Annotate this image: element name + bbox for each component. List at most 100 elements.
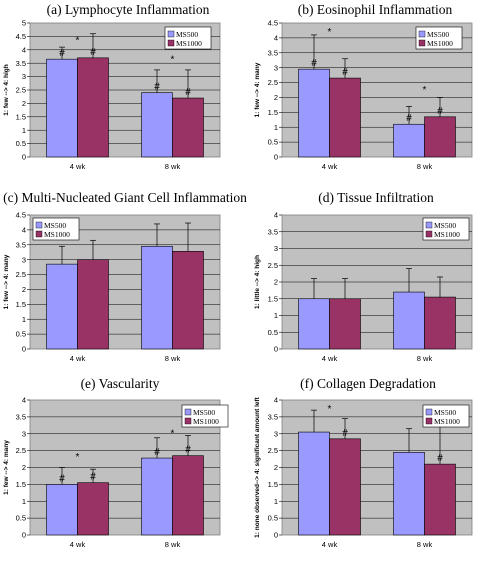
y-tick-label: 1.5 xyxy=(268,294,278,303)
y-tick-label: 3 xyxy=(274,63,278,72)
y-tick-label: 5 xyxy=(22,19,26,28)
bar-ms500-1 xyxy=(393,452,425,536)
y-tick-label: 3 xyxy=(22,255,26,264)
legend-swatch xyxy=(425,408,433,416)
y-tick-label: 4 xyxy=(22,225,26,234)
y-tick-label: 3.5 xyxy=(16,412,26,421)
y-tick-label: 4 xyxy=(22,396,26,405)
bar-ms500-1 xyxy=(393,291,425,350)
y-tick-label: 1 xyxy=(22,126,26,135)
y-tick-label: 1 xyxy=(22,315,26,324)
bar-ms1000-1 xyxy=(424,116,456,158)
y-axis-label: 1: few --> 4: high xyxy=(3,64,10,115)
significance-mark: # xyxy=(90,472,96,483)
y-axis-label: 1: little --> 4: high xyxy=(254,255,261,309)
bar-ms500-0 xyxy=(298,431,330,536)
x-category-label: 8 wk xyxy=(165,162,181,171)
y-tick-label: 4.5 xyxy=(16,211,26,220)
significance-mark: # xyxy=(437,106,443,117)
y-tick-label: 0.5 xyxy=(16,514,26,523)
y-tick-label: 2 xyxy=(274,278,278,287)
y-tick-label: 3 xyxy=(22,429,26,438)
significance-mark: # xyxy=(342,428,348,439)
significance-mark: # xyxy=(154,82,160,93)
y-tick-label: 4 xyxy=(274,211,278,220)
legend-swatch xyxy=(184,408,192,416)
y-tick-label: 2 xyxy=(22,99,26,108)
y-tick-label: 4 xyxy=(274,33,278,42)
x-category-label: 4 wk xyxy=(70,354,86,363)
chart-panel-2: (b) Eosinophil Inflammation 0 0.5 1 1.5 2 2.5 3… xyxy=(254,2,473,171)
legend-box xyxy=(422,217,470,241)
significance-mark: * xyxy=(171,55,175,66)
legend-box xyxy=(32,217,80,241)
bar-ms500-0 xyxy=(46,58,78,158)
legend-label: MS1000 xyxy=(44,230,70,239)
bar-ms1000-0 xyxy=(77,57,109,158)
x-category-label: 8 wk xyxy=(165,354,181,363)
significance-mark: # xyxy=(311,58,317,69)
bar-ms1000-1 xyxy=(424,463,456,536)
y-tick-label: 1 xyxy=(274,123,278,132)
chart-title: (d) Tissue Infiltration xyxy=(318,190,434,205)
bar-ms500-0 xyxy=(298,68,330,158)
legend-label: MS500 xyxy=(427,30,449,39)
y-axis-label: 1: few --> 4: many xyxy=(3,440,10,495)
legend-box xyxy=(422,404,470,428)
legend-label: MS1000 xyxy=(434,417,460,426)
legend-box xyxy=(415,26,463,50)
y-axis-label: 1: few --> 4: many xyxy=(3,254,10,309)
y-tick-label: 3.5 xyxy=(16,59,26,68)
y-tick-label: 2.5 xyxy=(16,86,26,95)
significance-mark: # xyxy=(185,87,191,98)
x-category-label: 4 wk xyxy=(70,162,86,171)
y-tick-label: 3.5 xyxy=(16,240,26,249)
legend-label: MS500 xyxy=(434,408,456,417)
legend-swatch xyxy=(184,417,192,425)
chart-title: (e) Vascularity xyxy=(81,376,160,391)
legend-swatch xyxy=(167,30,175,38)
chart-panel-1: (a) Lymphocyte Inflammation 0 0.5 1 1.5 2 2.5 3… xyxy=(3,2,221,171)
legend-swatch xyxy=(425,230,433,238)
chart-panel-5: (e) Vascularity 0 0.5 1 1.5 2 2.5 3 3.5 4 1: few -… xyxy=(3,376,229,549)
x-category-label: 8 wk xyxy=(417,162,433,171)
y-tick-label: 4 xyxy=(274,396,278,405)
bar-ms1000-1 xyxy=(172,251,204,350)
y-tick-label: 4.5 xyxy=(268,19,278,28)
bar-ms1000-1 xyxy=(424,296,456,350)
y-tick-label: 0.5 xyxy=(16,139,26,148)
y-tick-label: 0 xyxy=(274,153,278,162)
y-tick-label: 0 xyxy=(274,345,278,354)
x-category-label: 4 wk xyxy=(70,540,86,549)
bar-ms1000-1 xyxy=(172,97,204,158)
bar-ms500-1 xyxy=(141,245,173,350)
significance-mark: * xyxy=(171,428,175,439)
y-tick-label: 0.5 xyxy=(268,138,278,147)
bar-ms500-0 xyxy=(46,263,78,350)
y-tick-label: 0.5 xyxy=(268,328,278,337)
significance-mark: # xyxy=(342,67,348,78)
y-tick-label: 1.5 xyxy=(16,300,26,309)
significance-mark: * xyxy=(76,452,80,463)
y-tick-label: 3 xyxy=(274,244,278,253)
bar-ms1000-1 xyxy=(172,455,204,536)
y-tick-label: 1 xyxy=(274,497,278,506)
bar-ms1000-0 xyxy=(77,259,109,350)
y-tick-label: 1.5 xyxy=(16,480,26,489)
x-category-label: 8 wk xyxy=(417,354,433,363)
legend-swatch xyxy=(35,230,43,238)
y-tick-label: 2 xyxy=(22,285,26,294)
y-axis-label: 1: few --> 4: many xyxy=(254,62,261,117)
y-tick-label: 3 xyxy=(274,429,278,438)
bar-ms500-1 xyxy=(141,92,173,158)
y-tick-label: 1.5 xyxy=(268,480,278,489)
y-tick-label: 1 xyxy=(22,497,26,506)
significance-mark: # xyxy=(406,113,412,124)
legend-label: MS1000 xyxy=(176,39,202,48)
significance-mark: * xyxy=(328,404,332,415)
legend-label: MS500 xyxy=(176,30,198,39)
